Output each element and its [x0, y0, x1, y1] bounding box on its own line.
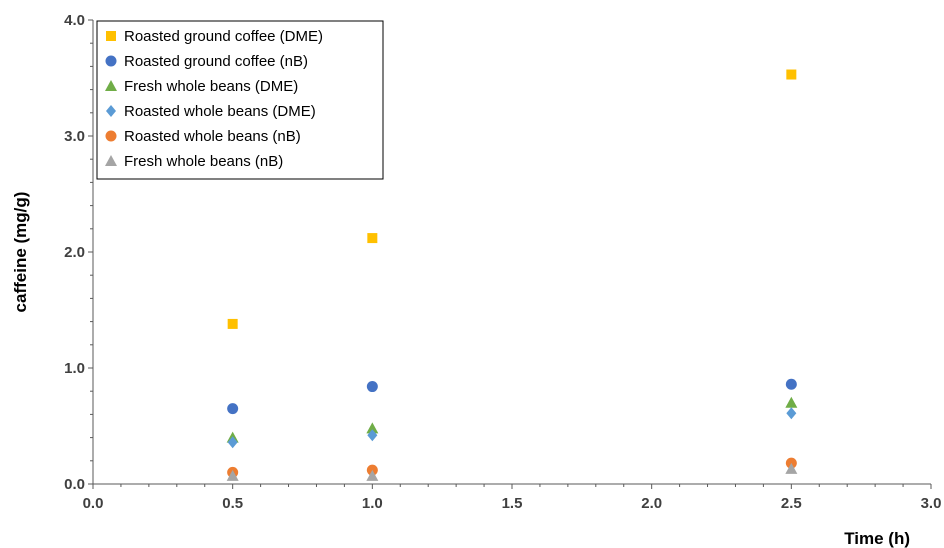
- y-tick-label: 0.0: [64, 476, 85, 493]
- data-point-circle: [366, 381, 378, 393]
- legend-marker-triangle: [105, 80, 117, 91]
- legend-box: [96, 20, 384, 180]
- data-point-diamond: [367, 429, 378, 442]
- legend-marker-diamond: [106, 105, 116, 117]
- legend-marker-triangle: [105, 155, 117, 166]
- x-tick-label: 1.5: [502, 495, 523, 512]
- legend-label: Roasted ground coffee (DME): [124, 28, 323, 45]
- legend-label: Fresh whole beans (DME): [124, 78, 298, 95]
- x-tick-label: 2.5: [781, 495, 802, 512]
- y-tick-label: 4.0: [64, 12, 85, 29]
- data-point-circle: [785, 378, 797, 390]
- data-point-square: [786, 69, 797, 80]
- y-tick-label: 1.0: [64, 360, 85, 377]
- y-tick-label: 2.0: [64, 244, 85, 261]
- x-tick-label: 1.0: [362, 495, 383, 512]
- legend-marker-circle: [105, 55, 117, 67]
- x-ticks: 0.0 0.5 1.0 1.5 2.0 2.5 3.0: [83, 484, 942, 512]
- y-axis-title: caffeine (mg/g): [11, 192, 30, 313]
- x-tick-label: 3.0: [921, 495, 942, 512]
- x-tick-label: 0.0: [83, 495, 104, 512]
- data-point-triangle: [226, 469, 239, 481]
- data-point-square: [367, 233, 378, 244]
- legend-label: Roasted whole beans (nB): [124, 128, 301, 145]
- legend-label: Roasted whole beans (DME): [124, 103, 316, 120]
- data-points: [226, 69, 798, 481]
- x-tick-label: 2.0: [641, 495, 662, 512]
- legend: Roasted ground coffee (DME) Roasted groun…: [96, 20, 384, 180]
- data-point-diamond: [786, 407, 797, 420]
- legend-marker-circle: [105, 130, 117, 142]
- data-point-triangle: [785, 396, 798, 408]
- data-point-circle: [227, 403, 239, 415]
- legend-label: Fresh whole beans (nB): [124, 153, 283, 170]
- legend-label: Roasted ground coffee (nB): [124, 53, 308, 70]
- data-point-triangle: [785, 462, 798, 474]
- data-point-triangle: [366, 422, 379, 434]
- data-point-triangle: [366, 469, 379, 481]
- x-axis-title: Time (h): [844, 529, 910, 548]
- data-point-diamond: [227, 436, 238, 449]
- data-point-square: [227, 318, 238, 329]
- y-tick-label: 3.0: [64, 128, 85, 145]
- y-ticks: 0.0 1.0 2.0 3.0 4.0: [64, 12, 93, 493]
- x-tick-label: 0.5: [222, 495, 243, 512]
- legend-marker-square: [106, 31, 116, 41]
